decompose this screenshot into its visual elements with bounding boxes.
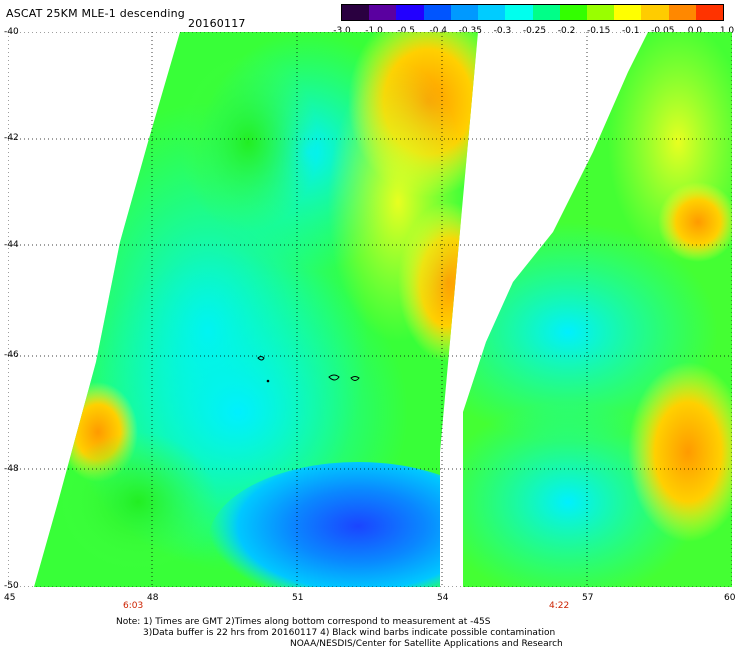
time-label: 6:03	[123, 601, 144, 611]
lat-label: -46	[4, 350, 19, 360]
note-line: NOAA/NESDIS/Center for Satellite Applica…	[290, 639, 563, 649]
lat-label: -48	[4, 464, 19, 474]
colorbar-label: -0.15	[587, 26, 611, 36]
map-panel	[8, 32, 732, 587]
lat-label: -50	[4, 581, 19, 591]
plot-title: ASCAT 25KM MLE-1 descending	[6, 7, 185, 20]
colorbar-label: -0.25	[522, 26, 547, 36]
note-line: Note: 1) Times are GMT 2)Times along bot…	[116, 617, 491, 627]
colorbar-label: -1.0	[365, 26, 383, 36]
colorbar-segment	[614, 5, 642, 20]
colorbar-segment	[586, 5, 615, 20]
note-line: 3)Data buffer is 22 hrs from 20160117 4)…	[143, 628, 556, 638]
lat-label: -40	[4, 27, 19, 37]
colorbar	[341, 4, 724, 21]
colorbar-segment	[342, 5, 370, 20]
colorbar-segment	[450, 5, 479, 20]
islands	[257, 356, 360, 383]
lon-label: 57	[582, 593, 594, 603]
colorbar-segment	[668, 5, 696, 20]
colorbar-segment	[369, 5, 397, 20]
colorbar-label: -3.0	[333, 26, 351, 36]
colorbar-segment	[559, 5, 587, 20]
colorbar-segment	[641, 5, 669, 20]
plot-date: 20160117	[188, 17, 246, 30]
colorbar-label: -0.05	[651, 26, 675, 36]
colorbar-label: -0.1	[621, 26, 640, 36]
colorbar-label: -0.3	[493, 26, 512, 36]
colorbar-segment	[423, 5, 451, 20]
map-grid	[8, 32, 732, 587]
colorbar-label: 1.0	[719, 26, 735, 36]
colorbar-label: -0.5	[397, 26, 415, 36]
colorbar-segment	[478, 5, 506, 20]
colorbar-label: -0.35	[458, 26, 482, 36]
lon-label: 54	[437, 593, 449, 603]
colorbar-label: 0.0	[687, 26, 703, 36]
lat-label: -44	[4, 240, 19, 250]
colorbar-segment	[505, 5, 533, 20]
colorbar-segment	[695, 5, 724, 20]
lon-label: 45	[4, 593, 16, 603]
colorbar-label: -0.4	[429, 26, 448, 36]
colorbar-labels: -3.0 -1.0 -0.5 -0.4 -0.35 -0.3 -0.25 -0.2 -0.15-…	[330, 26, 740, 38]
lat-label: -42	[4, 133, 19, 143]
lon-label: 48	[147, 593, 159, 603]
colorbar-segment	[532, 5, 560, 20]
lon-label: 51	[292, 593, 304, 603]
colorbar-segment	[396, 5, 424, 20]
lon-label: 60	[724, 593, 736, 603]
time-label: 4:22	[549, 601, 570, 611]
colorbar-label: -0.2	[557, 26, 576, 36]
